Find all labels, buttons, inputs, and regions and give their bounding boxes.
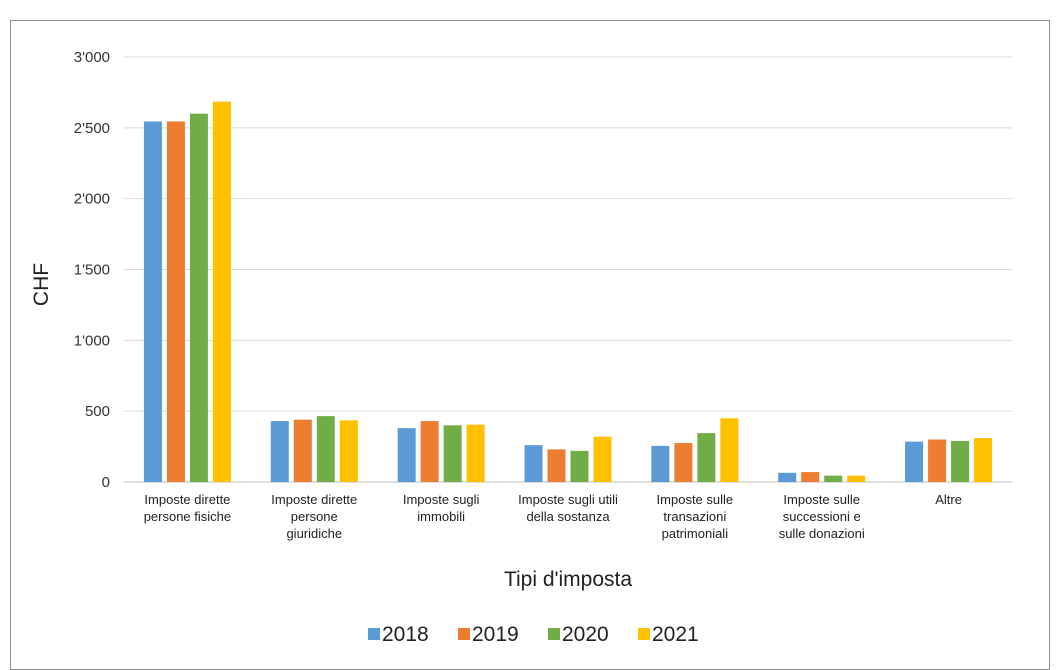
bar-2018 bbox=[397, 428, 416, 482]
legend-label: 2020 bbox=[562, 623, 609, 646]
x-tick-label: Imposte dirette persone giuridiche bbox=[271, 492, 357, 541]
bar-2021 bbox=[720, 418, 739, 482]
x-tick-label-line: Imposte sulle bbox=[657, 492, 734, 507]
bar-2019 bbox=[420, 421, 439, 482]
bar-2020 bbox=[443, 425, 462, 482]
x-tick-label: Imposte dirette persone fisiche bbox=[144, 492, 231, 524]
x-tick-label-line: Imposte sugli utili bbox=[518, 492, 618, 507]
legend-swatch-2021 bbox=[638, 628, 650, 640]
bar-2018 bbox=[270, 421, 289, 482]
bar-2021 bbox=[847, 475, 866, 482]
bar-2019 bbox=[674, 443, 693, 482]
bar-2020 bbox=[570, 450, 589, 482]
bar-2019 bbox=[928, 439, 947, 482]
x-tick-label-line: della sostanza bbox=[526, 509, 610, 524]
x-tick-label: Imposte sulle transazioni patrimoniali bbox=[657, 492, 734, 541]
y-axis-title: CHF bbox=[30, 263, 53, 306]
x-tick-label-line: Altre bbox=[935, 492, 962, 507]
bar-2019 bbox=[801, 472, 820, 482]
x-tick-label-line: persone bbox=[291, 509, 338, 524]
y-tick-label: 3'000 bbox=[74, 49, 110, 66]
bar-2020 bbox=[189, 113, 208, 483]
bar-2019 bbox=[547, 449, 566, 482]
x-tick-label-line: sulle donazioni bbox=[779, 526, 865, 541]
x-tick-label-line: immobili bbox=[417, 509, 465, 524]
x-tick-label-line: Imposte dirette bbox=[271, 492, 357, 507]
x-tick-label-line: patrimoniali bbox=[662, 526, 729, 541]
x-tick-label-line: successioni e bbox=[783, 509, 861, 524]
bar-2018 bbox=[524, 445, 543, 482]
y-tick-label: 1'500 bbox=[74, 262, 110, 279]
bar-2021 bbox=[212, 101, 231, 482]
x-tick-label: Imposte sulle successioni e sulle donazion… bbox=[779, 492, 865, 541]
y-tick-label: 1'000 bbox=[74, 332, 110, 349]
legend-swatch-2020 bbox=[548, 628, 560, 640]
bar-2021 bbox=[974, 438, 993, 482]
bar-2020 bbox=[824, 475, 843, 482]
legend-label: 2021 bbox=[652, 623, 699, 646]
y-tick-label: 0 bbox=[102, 474, 110, 491]
x-tick-label-line: Imposte sugli bbox=[403, 492, 480, 507]
bar-2018 bbox=[143, 121, 162, 482]
x-tick-label: Imposte sugli utili della sostanza bbox=[518, 492, 618, 524]
y-tick-label: 2'000 bbox=[74, 191, 110, 208]
x-tick-label-line: persone fisiche bbox=[144, 509, 231, 524]
bar-2021 bbox=[339, 420, 358, 482]
y-tick-label: 2'500 bbox=[74, 120, 110, 137]
bar-2018 bbox=[778, 472, 797, 482]
x-tick-label-line: giuridiche bbox=[286, 526, 342, 541]
bar-2019 bbox=[166, 121, 185, 482]
x-tick-label-line: transazioni bbox=[663, 509, 726, 524]
legend-label: 2018 bbox=[382, 623, 429, 646]
x-tick-label-line: Imposte sulle bbox=[783, 492, 860, 507]
x-axis-title: Tipi d'imposta bbox=[504, 568, 632, 591]
x-tick-label: Imposte sugli immobili bbox=[403, 492, 480, 524]
x-tick-label: Altre bbox=[935, 492, 962, 507]
bar-2020 bbox=[316, 416, 335, 482]
legend-swatch-2019 bbox=[458, 628, 470, 640]
bar-2018 bbox=[651, 445, 670, 482]
bar-2021 bbox=[466, 424, 485, 482]
bar-2020 bbox=[951, 440, 970, 482]
y-tick-label: 500 bbox=[85, 403, 110, 420]
bar-2019 bbox=[293, 419, 312, 482]
legend-label: 2019 bbox=[472, 623, 519, 646]
bar-2021 bbox=[593, 436, 612, 482]
x-tick-label-line: Imposte dirette bbox=[144, 492, 230, 507]
legend-swatch-2018 bbox=[368, 628, 380, 640]
bar-2018 bbox=[905, 441, 924, 482]
bar-2020 bbox=[697, 433, 716, 482]
